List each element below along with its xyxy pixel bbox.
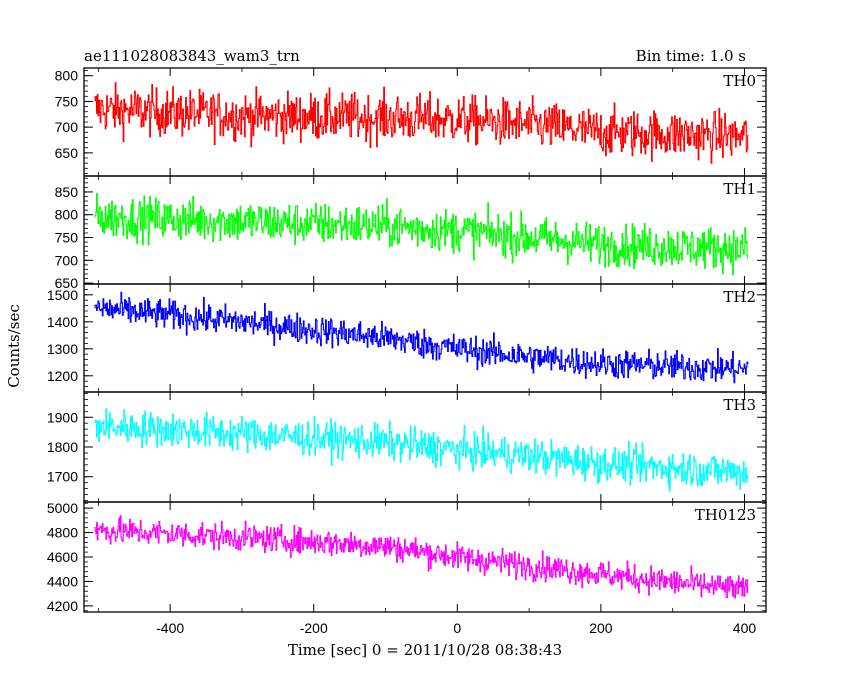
y-tick-label: 700	[55, 119, 79, 135]
panels-group: 650 700 750 800 TH0 650 700 750 800 850 TH1 1200 130…	[47, 67, 767, 636]
panel-th0123: 4200 4400 4600 4800 5000 TH0123	[47, 500, 767, 614]
panel-frame	[83, 501, 767, 613]
y-tick-label: 4200	[47, 598, 78, 614]
y-tick-label: 1500	[47, 287, 78, 303]
y-tick-label: 4400	[47, 573, 78, 589]
plot-title: ae111028083843_wam3_trn	[84, 47, 300, 65]
panel-label-th3: TH3	[723, 396, 756, 414]
panel-th3: 1700 1800 1900 TH3	[47, 391, 767, 503]
y-tick-label: 1200	[47, 368, 78, 384]
y-tick-label: 4800	[47, 525, 78, 541]
y-tick-label: 1900	[47, 409, 78, 425]
y-tick-label: 750	[55, 230, 79, 246]
y-tick-label: 5000	[47, 500, 78, 516]
x-tick-label: 0	[453, 620, 461, 636]
panel-label-th0123: TH0123	[695, 506, 756, 524]
x-tick-label: -200	[300, 620, 328, 636]
panel-th1: 650 700 750 800 850 TH1	[55, 175, 767, 291]
panel-label-th2: TH2	[723, 288, 756, 306]
y-tick-label: 650	[55, 275, 79, 291]
x-tick-label: -400	[156, 620, 184, 636]
y-tick-label: 4600	[47, 549, 78, 565]
y-tick-label: 650	[55, 145, 79, 161]
y-tick-label: 800	[55, 207, 79, 223]
panel-th2: 1200 1300 1400 1500 TH2	[47, 283, 767, 393]
y-tick-label: 750	[55, 93, 79, 109]
y-tick-label: 800	[55, 68, 79, 84]
bin-time-label: Bin time: 1.0 s	[636, 47, 746, 65]
x-tick-label: 400	[733, 620, 757, 636]
y-tick-label: 1400	[47, 314, 78, 330]
y-axis-label: Counts/sec	[5, 304, 23, 388]
panel-th0: 650 700 750 800 TH0	[55, 67, 767, 177]
panel-label-th0: TH0	[723, 72, 756, 90]
series-line-th0	[94, 82, 749, 164]
y-tick-label: 1700	[47, 469, 78, 485]
y-tick-label: 1300	[47, 341, 78, 357]
x-tick-label: 200	[589, 620, 613, 636]
series-line-th1	[94, 193, 749, 276]
y-tick-label: 700	[55, 252, 79, 268]
series-line-th2	[94, 291, 749, 384]
panel-label-th1: TH1	[723, 180, 756, 198]
y-tick-label: 850	[55, 184, 79, 200]
x-axis-label: Time [sec] 0 = 2011/10/28 08:38:43	[288, 641, 562, 659]
series-line-th3	[94, 408, 749, 492]
y-tick-label: 1800	[47, 439, 78, 455]
series-line-th0123	[94, 515, 749, 599]
